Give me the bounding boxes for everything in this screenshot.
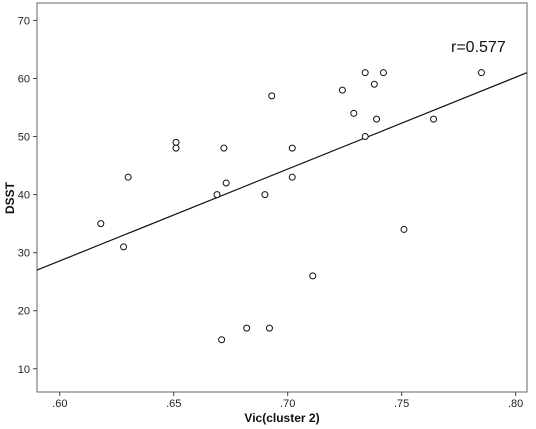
data-point — [261, 191, 269, 199]
data-point — [370, 80, 378, 88]
y-tick-label: 60 — [18, 73, 30, 85]
data-point — [309, 272, 317, 280]
data-point — [265, 324, 273, 332]
data-point — [361, 133, 369, 141]
data-point — [124, 173, 132, 181]
data-point — [288, 173, 296, 181]
y-tick-label: 50 — [18, 132, 30, 144]
data-point — [222, 179, 230, 187]
y-tick-label: 40 — [18, 190, 30, 202]
data-point — [430, 115, 438, 123]
data-point — [361, 69, 369, 77]
x-tick-label: .70 — [280, 398, 295, 410]
data-point — [218, 336, 226, 344]
data-point — [338, 86, 346, 94]
data-point — [172, 144, 180, 152]
regression-line — [36, 72, 528, 271]
data-point — [477, 69, 485, 77]
y-axis: 10 20 30 40 50 60 70 — [18, 15, 37, 376]
data-point — [172, 138, 180, 146]
data-point — [288, 144, 296, 152]
correlation-annotation: r=0.577 — [451, 39, 506, 56]
data-point — [400, 225, 408, 233]
y-tick-label: 70 — [18, 15, 30, 27]
y-tick-label: 10 — [18, 364, 30, 376]
data-point — [220, 144, 228, 152]
y-tick-label: 30 — [18, 248, 30, 260]
data-point — [213, 191, 221, 199]
x-axis: .60 .65 .70 .75 .80 — [52, 392, 523, 410]
data-point — [97, 220, 105, 228]
y-tick-label: 20 — [18, 306, 30, 318]
data-points — [97, 69, 485, 344]
y-axis-title: DSST — [3, 181, 17, 214]
data-point — [120, 243, 128, 251]
data-point — [379, 69, 387, 77]
x-axis-title: Vic(cluster 2) — [244, 411, 319, 425]
data-point — [373, 115, 381, 123]
x-tick-label: .75 — [394, 398, 409, 410]
x-tick-label: .65 — [166, 398, 181, 410]
plot-area — [36, 2, 528, 393]
x-tick-label: .60 — [52, 398, 67, 410]
x-tick-label: .80 — [508, 398, 523, 410]
data-point — [268, 92, 276, 100]
data-point — [350, 109, 358, 117]
data-point — [243, 324, 251, 332]
